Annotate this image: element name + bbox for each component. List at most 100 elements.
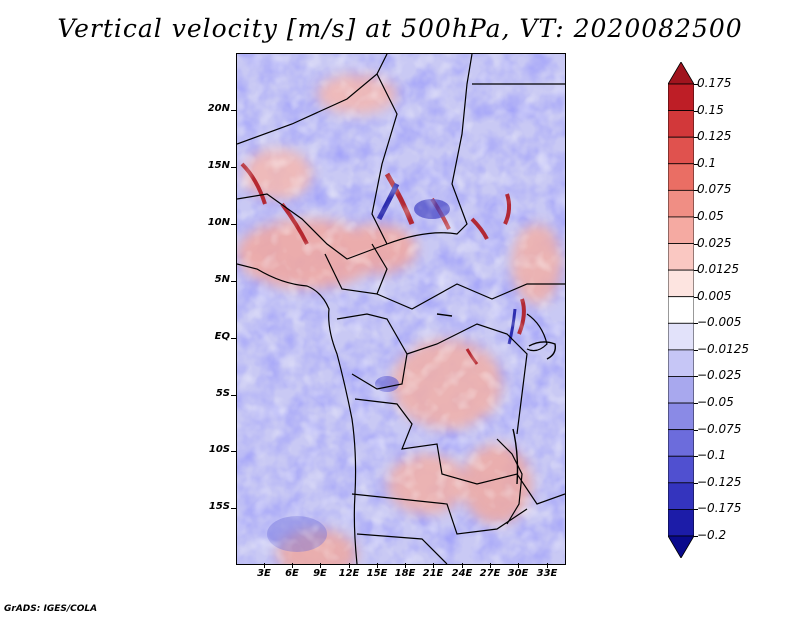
colorbar-tick — [694, 163, 698, 165]
lon-tick-mark — [377, 563, 378, 568]
grads-credit: GrADS: IGES/COLA — [4, 604, 98, 614]
lon-tick-mark — [405, 563, 406, 568]
lon-tick-mark — [547, 563, 548, 568]
map-borders — [237, 54, 565, 564]
lon-tick-label: 3E — [257, 568, 271, 579]
lon-tick-label: 27E — [479, 568, 501, 579]
colorbar-tick — [694, 536, 698, 537]
lat-tick-label: 15N — [207, 160, 230, 171]
colorbar-tick — [694, 482, 698, 484]
lon-tick-label: 33E — [536, 568, 558, 579]
colorbar-segment — [668, 189, 694, 218]
lat-tick-mark — [231, 167, 236, 168]
colorbar-label: −0.175 — [697, 501, 742, 516]
lat-tick-label: 10N — [207, 217, 230, 228]
lon-tick-label: 12E — [338, 568, 360, 579]
colorbar-label: 0.0125 — [697, 262, 739, 277]
colorbar-label: 0.05 — [697, 208, 724, 223]
lat-tick-label: 20N — [207, 103, 230, 114]
colorbar-tick — [694, 323, 698, 325]
colorbar-segment — [668, 376, 694, 404]
colorbar-label: −0.0125 — [697, 341, 750, 356]
colorbar-tick — [694, 403, 698, 405]
colorbar-segment — [668, 163, 694, 191]
lon-tick-label: 15E — [366, 568, 388, 579]
colorbar-tick — [694, 243, 698, 245]
colorbar-segment — [668, 482, 694, 510]
colorbar-label: −0.125 — [697, 474, 742, 489]
lat-tick-mark — [231, 281, 236, 282]
colorbar-label: 0.1 — [697, 155, 717, 170]
colorbar-tick — [694, 84, 698, 85]
lon-tick-mark — [518, 563, 519, 568]
velocity-field — [237, 54, 565, 564]
lat-tick-mark — [231, 395, 236, 396]
colorbar-segment — [668, 349, 694, 377]
lon-tick-label: 9E — [313, 568, 327, 579]
lon-tick-mark — [462, 563, 463, 568]
colorbar-tick — [694, 509, 698, 511]
lon-tick-label: 18E — [394, 568, 416, 579]
colorbar-label: −0.025 — [697, 368, 742, 383]
colorbar-tick — [694, 376, 698, 378]
lat-tick-mark — [231, 338, 236, 339]
chart-title: Vertical velocity [m/s] at 500hPa, VT: 2… — [57, 14, 743, 43]
lat-tick-mark — [231, 451, 236, 452]
colorbar-segment — [668, 322, 694, 351]
colorbar-label: −0.1 — [697, 448, 727, 463]
colorbar-label: 0.005 — [697, 288, 732, 303]
lon-tick-label: 6E — [285, 568, 299, 579]
colorbar-segment — [668, 429, 694, 457]
lon-tick-label: 24E — [451, 568, 473, 579]
lon-tick-mark — [490, 563, 491, 568]
lakes — [436, 313, 557, 485]
lat-tick-mark — [231, 110, 236, 111]
colorbar-label: 0.175 — [697, 76, 732, 90]
colorbar-label: −0.05 — [697, 395, 734, 410]
lon-tick-mark — [320, 563, 321, 568]
colorbar-tick — [694, 456, 698, 458]
lon-tick-label: 21E — [422, 568, 444, 579]
colorbar-tick — [694, 110, 698, 112]
colorbar-segment — [668, 62, 694, 85]
lat-tick-label: 5S — [215, 388, 230, 399]
lon-tick-mark — [292, 563, 293, 568]
colorbar-segment — [668, 110, 694, 138]
colorbar — [668, 62, 694, 558]
lat-tick-mark — [231, 508, 236, 509]
colorbar-segment — [668, 216, 694, 244]
colorbar-label: 0.125 — [697, 129, 732, 144]
colorbar-label: 0.025 — [697, 235, 732, 250]
colorbar-segment — [668, 535, 694, 558]
colorbar-segment — [668, 243, 694, 271]
lon-tick-label: 30E — [507, 568, 529, 579]
colorbar-segment — [668, 296, 694, 324]
lat-tick-label: 15S — [208, 501, 230, 512]
colorbar-segment — [668, 269, 694, 298]
colorbar-label: −0.075 — [697, 421, 742, 436]
colorbar-segment — [668, 509, 694, 537]
lat-tick-label: 5N — [214, 274, 230, 285]
colorbar-label: 0.075 — [697, 182, 732, 197]
lat-tick-label: 10S — [208, 444, 230, 455]
colorbar-tick — [694, 296, 698, 298]
colorbar-segment — [668, 402, 694, 431]
colorbar-label: 0.15 — [697, 102, 724, 117]
lat-tick-mark — [231, 224, 236, 225]
lat-tick-label: EQ — [214, 331, 230, 342]
colorbar-tick — [694, 216, 698, 218]
colorbar-label: −0.005 — [697, 315, 742, 330]
lon-tick-mark — [349, 563, 350, 568]
colorbar-tick — [694, 137, 698, 139]
colorbar-tick — [694, 270, 698, 272]
colorbar-tick — [694, 349, 698, 351]
colorbar-tick — [694, 190, 698, 192]
colorbar-label: −0.2 — [697, 528, 727, 542]
colorbar-segment — [668, 83, 694, 111]
colorbar-segment — [668, 136, 694, 165]
lon-tick-mark — [264, 563, 265, 568]
map-panel — [236, 53, 566, 565]
lon-tick-mark — [433, 563, 434, 568]
colorbar-segment — [668, 455, 694, 484]
colorbar-tick — [694, 429, 698, 431]
